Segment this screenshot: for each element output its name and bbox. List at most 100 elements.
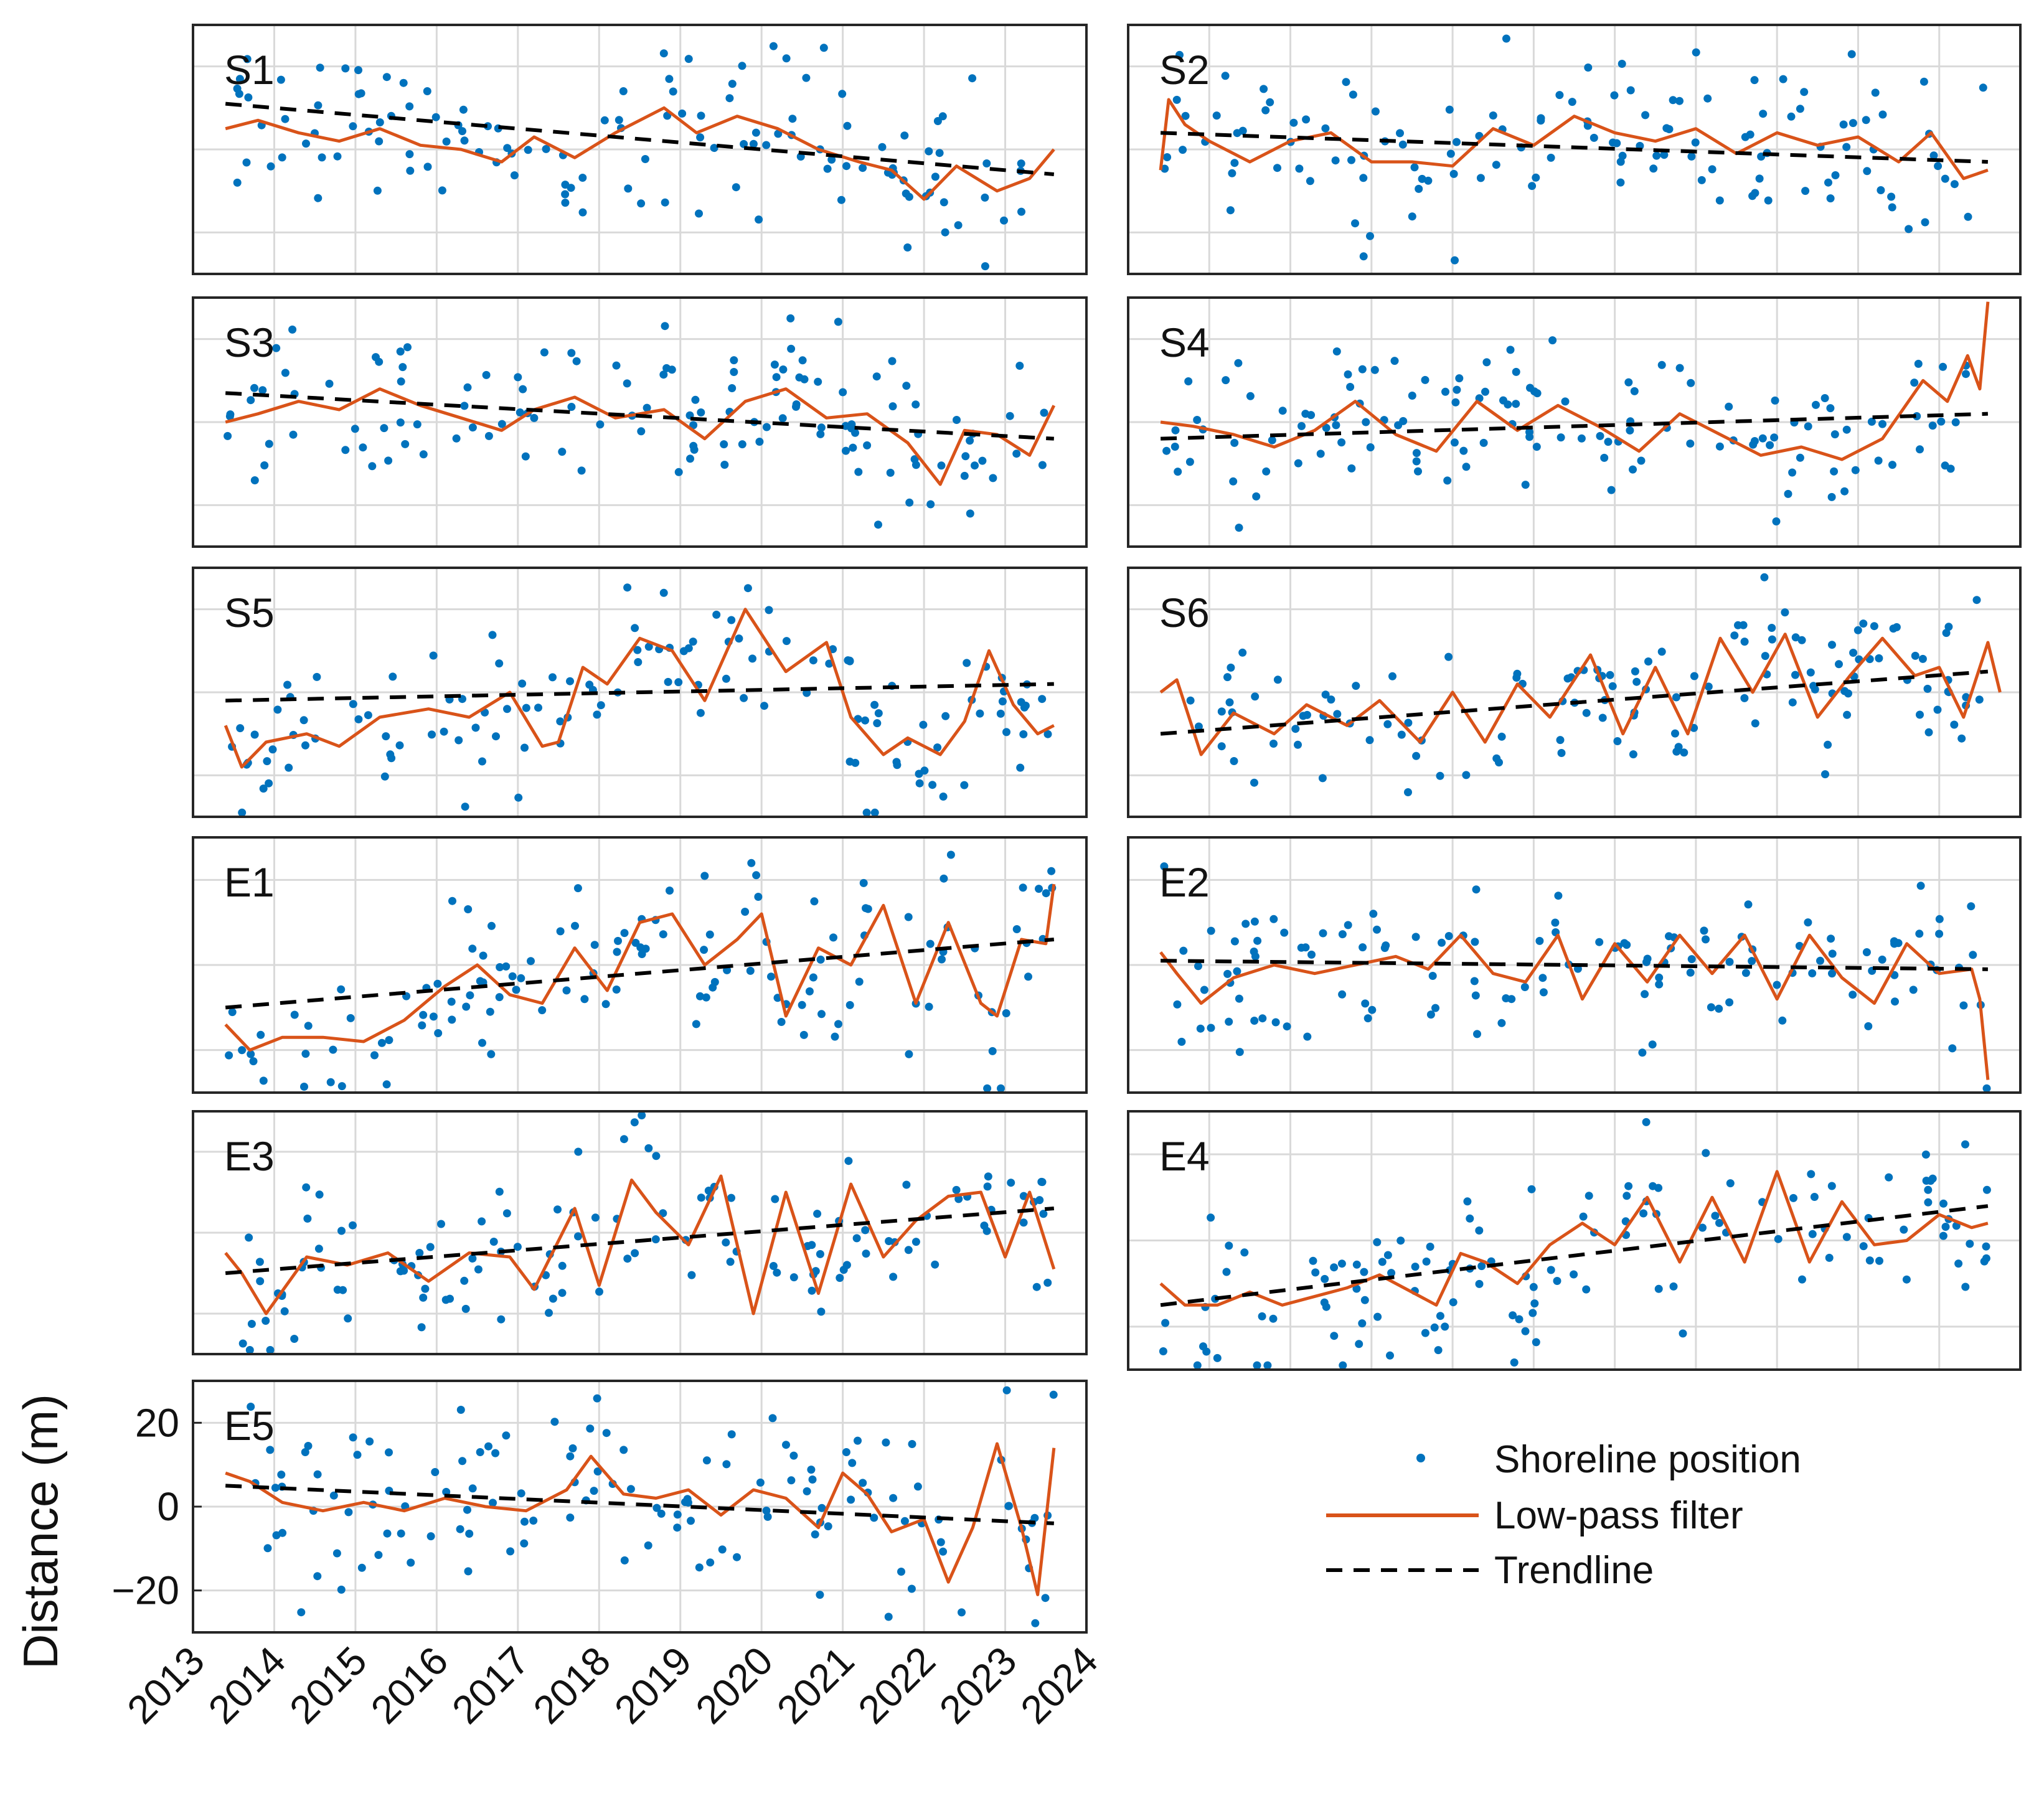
shoreline-point (259, 784, 268, 793)
shoreline-point (700, 872, 709, 880)
shoreline-point (1521, 1327, 1530, 1335)
shoreline-point (486, 1007, 494, 1016)
shoreline-point (1260, 85, 1268, 93)
shoreline-point (1283, 1022, 1291, 1031)
shoreline-point (426, 1243, 435, 1251)
shoreline-point (811, 1267, 820, 1276)
shoreline-point (1885, 1173, 1893, 1182)
shoreline-point (1847, 50, 1856, 59)
shoreline-point (854, 468, 863, 476)
shoreline-point (1303, 1032, 1312, 1041)
shoreline-point (1957, 734, 1966, 743)
shoreline-point (1181, 111, 1190, 120)
shoreline-point (762, 1507, 771, 1515)
shoreline-point (586, 1424, 595, 1433)
panel-s6: S6 (1127, 567, 2022, 818)
shoreline-point (712, 610, 721, 619)
shoreline-point (247, 1320, 256, 1328)
shoreline-point (1446, 149, 1455, 158)
shoreline-point (1655, 980, 1664, 989)
shoreline-point (1273, 675, 1282, 684)
shoreline-point (619, 1446, 628, 1454)
shoreline-point (960, 781, 969, 789)
shoreline-point (1301, 410, 1310, 418)
shoreline-point (937, 461, 946, 470)
panel-label: S3 (224, 319, 275, 365)
shoreline-point (637, 199, 646, 208)
shoreline-point (1441, 387, 1449, 396)
shoreline-point (933, 117, 942, 125)
shoreline-point (1804, 918, 1812, 927)
shoreline-point (249, 1057, 258, 1066)
shoreline-point (720, 461, 729, 469)
shoreline-point (728, 80, 737, 88)
shoreline-point (495, 993, 504, 1002)
shoreline-point (1262, 467, 1271, 476)
shoreline-point (861, 1226, 870, 1235)
shoreline-point (727, 616, 736, 624)
shoreline-point (277, 1471, 286, 1479)
shoreline-point (401, 440, 410, 448)
trendline (1161, 959, 1988, 971)
shoreline-point (276, 75, 285, 84)
shoreline-point (593, 1394, 601, 1403)
shoreline-point (1750, 76, 1759, 85)
shoreline-point (769, 42, 778, 50)
shoreline-point (1299, 712, 1307, 720)
shoreline-point (1173, 1000, 1182, 1009)
shoreline-point (1842, 1233, 1851, 1241)
shoreline-point (1235, 524, 1243, 532)
shoreline-point (696, 133, 705, 142)
shoreline-point (1002, 1009, 1010, 1017)
shoreline-point (630, 1118, 639, 1127)
shoreline-point (596, 420, 605, 429)
shoreline-point (1641, 111, 1650, 120)
shoreline-point (1386, 1351, 1394, 1360)
shoreline-point (568, 1444, 577, 1452)
shoreline-point (1230, 159, 1239, 167)
shoreline-point (578, 208, 587, 217)
shoreline-point (862, 808, 871, 817)
shoreline-point (1174, 468, 1182, 476)
low-pass-filter-line (224, 883, 1056, 1052)
shoreline-point (265, 779, 273, 788)
shoreline-point (888, 402, 897, 411)
shoreline-point (1017, 207, 1025, 216)
shoreline-point (1019, 883, 1027, 892)
shoreline-point (574, 1232, 582, 1241)
shoreline-point (1015, 362, 1024, 370)
shoreline-point (925, 1002, 933, 1011)
shoreline-point (357, 89, 365, 98)
shoreline-point (1585, 1192, 1593, 1200)
shoreline-point (958, 1608, 966, 1617)
panel-label: S1 (224, 47, 275, 93)
shoreline-point (834, 318, 842, 326)
shoreline-point (1648, 1040, 1657, 1049)
shoreline-point (1911, 651, 1919, 660)
shoreline-point (380, 772, 389, 781)
shoreline-point (351, 425, 359, 433)
shoreline-point (479, 951, 487, 960)
shoreline-point (495, 1187, 504, 1196)
shoreline-point (1606, 671, 1614, 679)
shoreline-point (238, 808, 247, 817)
panel-frame (192, 1110, 1088, 1355)
shoreline-point (233, 84, 242, 93)
shoreline-point (1032, 1282, 1041, 1291)
shoreline-point (1268, 436, 1276, 445)
shoreline-point (1842, 143, 1851, 151)
shoreline-point (566, 1452, 575, 1461)
panel-content (1160, 301, 1990, 532)
x-tick-label: 2016 (362, 1638, 457, 1733)
shoreline-point (567, 403, 576, 411)
shoreline-point (1421, 375, 1429, 384)
shoreline-point (978, 456, 987, 465)
shoreline-point (1703, 94, 1712, 103)
shoreline-point (1223, 673, 1232, 682)
shoreline-point (1748, 957, 1756, 966)
shoreline-point (1240, 1248, 1249, 1257)
shoreline-point (1217, 707, 1226, 716)
shoreline-point (1349, 90, 1357, 99)
shoreline-point (489, 1238, 498, 1246)
shoreline-point (1637, 456, 1646, 465)
